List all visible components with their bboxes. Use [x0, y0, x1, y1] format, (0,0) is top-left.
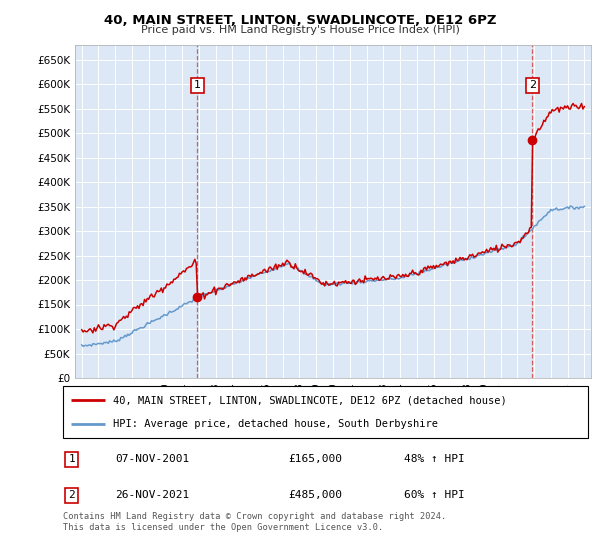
Text: 60% ↑ HPI: 60% ↑ HPI — [404, 491, 465, 501]
Text: 2: 2 — [68, 491, 75, 501]
Text: 40, MAIN STREET, LINTON, SWADLINCOTE, DE12 6PZ (detached house): 40, MAIN STREET, LINTON, SWADLINCOTE, DE… — [113, 395, 506, 405]
Text: Contains HM Land Registry data © Crown copyright and database right 2024.
This d: Contains HM Land Registry data © Crown c… — [63, 512, 446, 532]
Text: 40, MAIN STREET, LINTON, SWADLINCOTE, DE12 6PZ: 40, MAIN STREET, LINTON, SWADLINCOTE, DE… — [104, 14, 496, 27]
Text: 07-NOV-2001: 07-NOV-2001 — [115, 454, 190, 464]
Text: HPI: Average price, detached house, South Derbyshire: HPI: Average price, detached house, Sout… — [113, 419, 438, 429]
Text: £485,000: £485,000 — [289, 491, 343, 501]
FancyBboxPatch shape — [63, 386, 588, 438]
Text: 26-NOV-2021: 26-NOV-2021 — [115, 491, 190, 501]
Text: 2: 2 — [529, 81, 536, 91]
Text: 48% ↑ HPI: 48% ↑ HPI — [404, 454, 465, 464]
Text: Price paid vs. HM Land Registry's House Price Index (HPI): Price paid vs. HM Land Registry's House … — [140, 25, 460, 35]
Text: £165,000: £165,000 — [289, 454, 343, 464]
Text: 1: 1 — [68, 454, 75, 464]
Text: 1: 1 — [194, 81, 201, 91]
